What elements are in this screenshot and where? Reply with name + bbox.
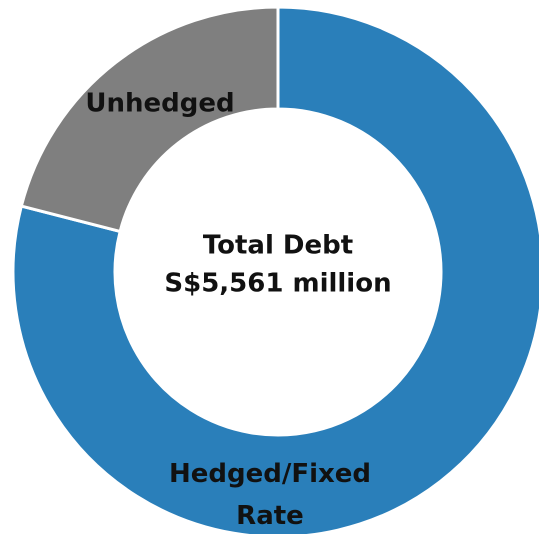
center-title: Total Debt <box>203 231 353 261</box>
slice-label: Hedged/Fixed Rate <box>169 459 371 531</box>
donut-slice <box>19 5 280 234</box>
slices <box>11 5 539 534</box>
slice-label: Unhedged <box>85 89 234 119</box>
center-total: S$5,561 million <box>164 269 391 299</box>
donut-slice <box>11 5 539 534</box>
